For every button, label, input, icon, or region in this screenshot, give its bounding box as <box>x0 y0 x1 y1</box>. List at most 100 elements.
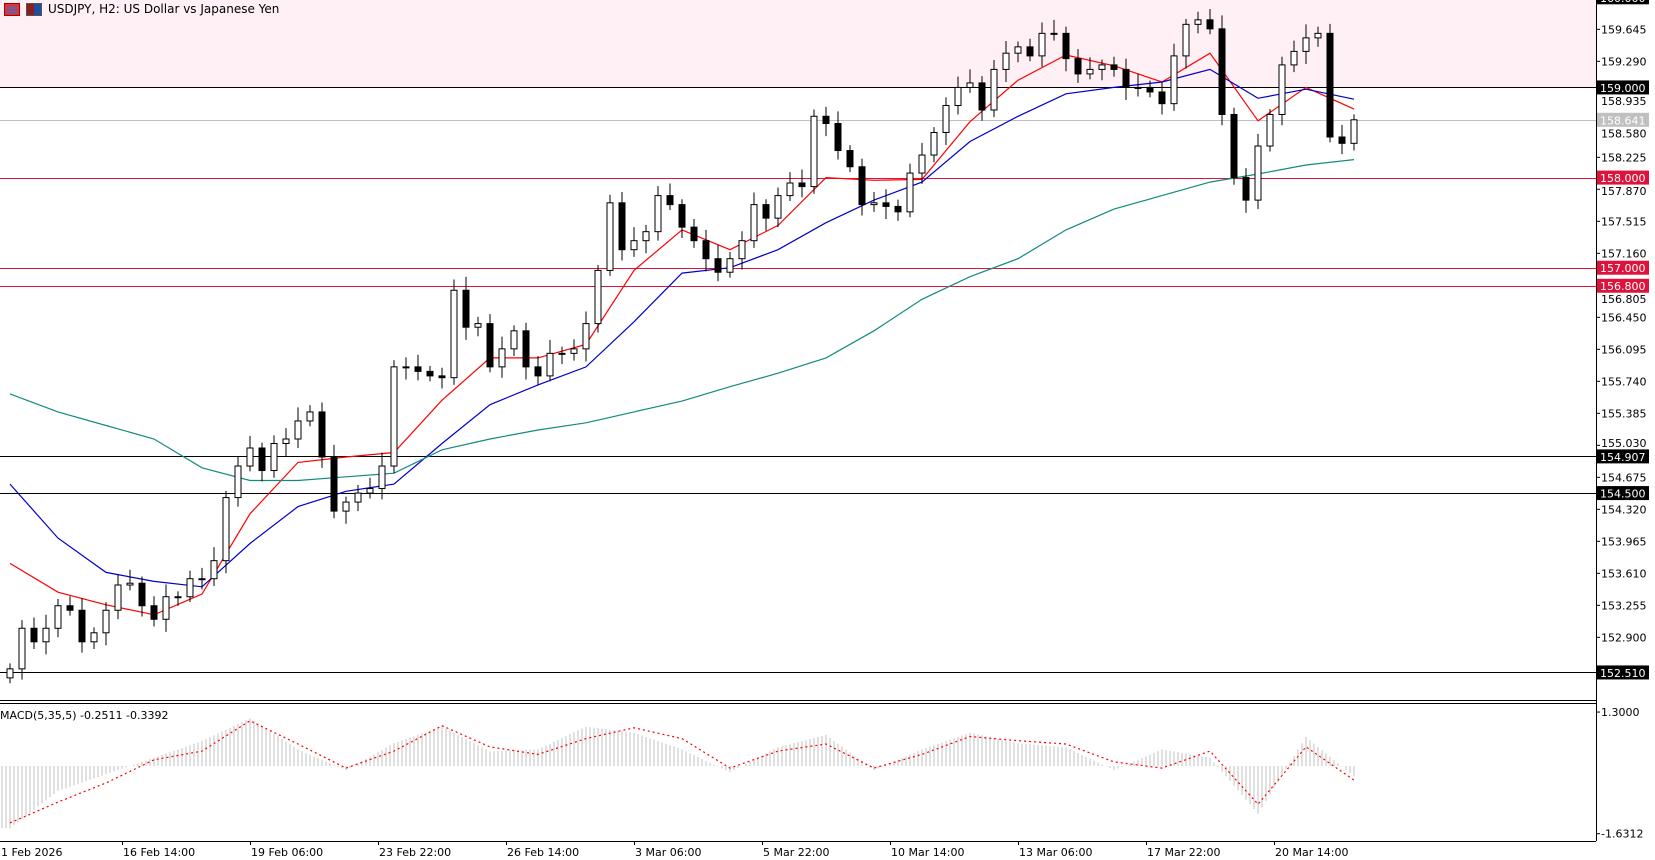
candle-body-bull <box>198 578 206 581</box>
macd-axis-bg <box>1597 705 1655 844</box>
candle <box>594 265 602 333</box>
level-price-labels: 160.000 159.000 158.641 158.000 157.000 156.8… <box>1597 0 1649 680</box>
candle <box>1146 80 1154 98</box>
candle-body-bull <box>546 352 554 377</box>
level-price-tag-bg <box>1597 170 1649 185</box>
time-axis[interactable]: 1 Feb 2026 16 Feb 14:00 19 Feb 06:00 23 Feb… <box>1 841 1348 859</box>
candle-body-bear <box>258 447 266 472</box>
candle-body-bull <box>1098 64 1106 70</box>
candle <box>966 69 974 93</box>
time-tick-label: 26 Feb 14:00 <box>507 846 579 859</box>
candle-body-bear <box>1062 32 1070 60</box>
candle-body-bull <box>930 132 938 156</box>
candle-body-bear <box>1074 58 1082 75</box>
level-price-tag-text: 152.510 <box>1600 667 1646 680</box>
candle-body-bull <box>1038 32 1046 57</box>
price-axis[interactable]: 159.645 159.290 158.935 158.580 158.225 157.8… <box>1596 23 1647 841</box>
candle <box>222 490 230 574</box>
candle-body-bull <box>366 488 374 494</box>
candle <box>234 456 242 507</box>
candle <box>558 346 566 365</box>
candle-body-bull <box>1254 145 1262 201</box>
candle-body-bear <box>618 202 626 251</box>
candle <box>402 357 410 380</box>
candle <box>978 76 986 121</box>
candle-body-bear <box>714 258 722 273</box>
candle-body-bull <box>1266 113 1274 147</box>
candle-body-bull <box>1014 46 1022 54</box>
candle-body-bull <box>1290 50 1298 66</box>
candle <box>450 279 458 385</box>
candle-body-bear <box>426 370 434 377</box>
candle <box>786 172 794 202</box>
candle-body-bull <box>510 330 518 350</box>
candle-body-bull <box>954 86 962 106</box>
candle <box>1194 11 1202 34</box>
price-tick-label: 153.965 <box>1601 535 1647 548</box>
candle <box>606 194 614 276</box>
candle-body-bear <box>894 205 902 213</box>
candle <box>1134 73 1142 97</box>
candle-body-bull <box>162 596 170 620</box>
candle <box>1182 18 1190 69</box>
candle <box>954 76 962 115</box>
candle-body-bear <box>1326 32 1334 138</box>
level-price-tag-bg <box>1597 80 1649 95</box>
candle-body-bull <box>54 605 62 629</box>
price-tick-label: 155.385 <box>1601 407 1647 420</box>
candle <box>198 567 206 590</box>
candle <box>414 354 422 381</box>
candle-body-bull <box>774 195 782 219</box>
candle <box>486 314 494 373</box>
candle-body-bull <box>966 82 974 88</box>
candle <box>1098 59 1106 81</box>
candle-body-bull <box>234 465 242 499</box>
candle-body-bull <box>378 465 386 490</box>
candle-body-bear <box>438 375 446 379</box>
candle <box>246 435 254 472</box>
indicator-list-icon[interactable] <box>4 2 20 16</box>
candle <box>54 598 62 638</box>
candle-body-bear <box>150 605 158 620</box>
candle-body-bull <box>306 411 314 422</box>
candle-body-bull <box>450 289 458 379</box>
candle-body-bull <box>1182 23 1190 57</box>
candle <box>18 620 26 680</box>
level-price-tag: 154.907 <box>1597 449 1649 464</box>
time-tick-label: 23 Feb 22:00 <box>379 846 451 859</box>
candle-body-bull <box>282 438 290 444</box>
candle-body-bull <box>942 104 950 134</box>
candle <box>1110 56 1118 77</box>
candle <box>882 189 890 220</box>
horizontal-levels[interactable] <box>0 0 1596 673</box>
candle-body-bull <box>474 323 482 328</box>
candle <box>342 496 350 524</box>
candle <box>306 405 314 427</box>
candle-body-bull <box>642 231 650 242</box>
price-tick-label: 155.740 <box>1601 375 1647 388</box>
price-tick-label: 156.450 <box>1601 311 1647 324</box>
candle-body-bull <box>270 442 278 472</box>
candle <box>738 231 746 270</box>
price-tick-label: 153.610 <box>1601 567 1647 580</box>
price-tick-label: 158.935 <box>1601 95 1647 108</box>
candle <box>498 336 506 378</box>
algo-trading-icon[interactable] <box>26 2 42 16</box>
candle <box>138 576 146 617</box>
candle-body-bear <box>702 240 710 260</box>
candle <box>690 219 698 248</box>
candle-body-bear <box>858 166 866 206</box>
candle <box>930 127 938 163</box>
candle-body-bear <box>1218 28 1226 115</box>
candle-body-bull <box>810 115 818 188</box>
candle-body-bear <box>30 627 38 643</box>
candle-body-bull <box>786 182 794 197</box>
candle-body-bear <box>66 605 74 611</box>
price-tick-label: 157.870 <box>1601 185 1647 198</box>
level-price-tag: 154.500 <box>1597 486 1649 501</box>
candle <box>294 407 302 449</box>
candle-body-bull <box>1194 19 1202 25</box>
time-tick-label: 13 Mar 06:00 <box>1019 846 1092 859</box>
